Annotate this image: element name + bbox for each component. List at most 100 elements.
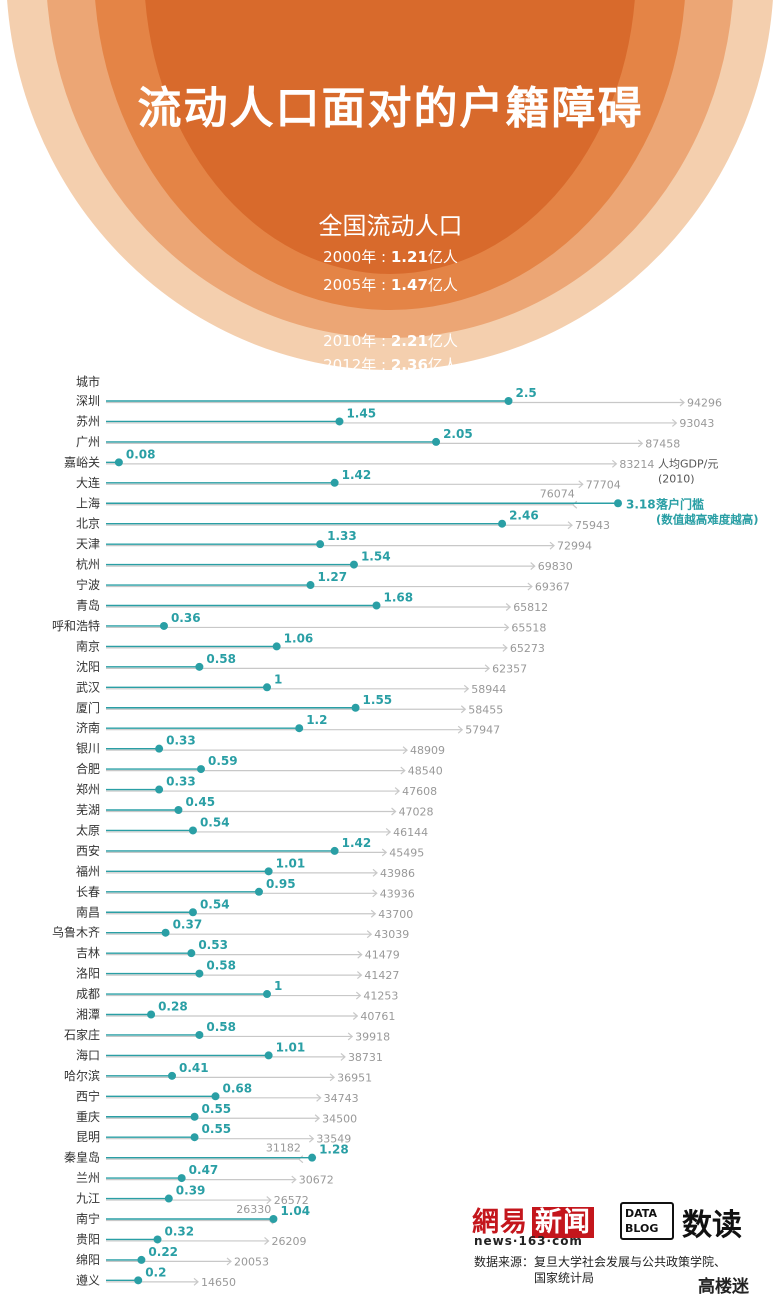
gdp-value-label: 26572 [274, 1194, 309, 1207]
gdp-arrow [357, 950, 363, 959]
chart-row: 上海 76074 3.18 [76, 487, 656, 511]
threshold-dot [195, 1030, 204, 1039]
gdp-arrow [504, 623, 510, 632]
chart-row: 青岛 65812 1.68 [76, 591, 548, 615]
gdp-value-label: 83214 [619, 458, 654, 471]
city-label: 海口 [76, 1047, 100, 1062]
gdp-arrow [329, 1073, 335, 1082]
year-line-2012: 2012年 : 2.36亿人 [323, 356, 458, 374]
year-unit: 亿人 [427, 276, 458, 294]
gdp-arrow [193, 1277, 199, 1286]
gdp-value-label: 46144 [393, 826, 428, 839]
threshold-dot [153, 1235, 162, 1244]
chart-row: 武汉 58944 1 [76, 672, 506, 696]
gdp-value-label: 20053 [234, 1255, 269, 1268]
city-label: 深圳 [76, 394, 100, 408]
threshold-value-label: 0.32 [165, 1224, 195, 1238]
year-value: 2.36 [390, 356, 428, 374]
gdp-value-label: 47608 [402, 785, 437, 798]
threshold-dot [335, 417, 344, 426]
year-value: 1.21 [390, 248, 428, 266]
gdp-value-label: 34743 [324, 1092, 359, 1105]
threshold-dot [432, 437, 441, 446]
gdp-value-label: 87458 [645, 437, 680, 450]
gdp-value-label: 47028 [399, 806, 434, 819]
threshold-value-label: 0.54 [200, 815, 230, 829]
population-ring-3 [145, 0, 635, 274]
gdp-value-label: 58455 [468, 703, 503, 716]
gdp-arrow [385, 827, 392, 836]
threshold-value-label: 0.58 [206, 1020, 236, 1034]
gdp-value-label: 69830 [538, 560, 573, 573]
population-subtitle: 全国流动人口 [318, 212, 463, 240]
threshold-value-label: 2.05 [443, 427, 473, 441]
city-label: 哈尔滨 [64, 1068, 100, 1083]
city-label: 南宁 [76, 1211, 100, 1226]
chart-row: 湘潭 40761 0.28 [76, 1000, 395, 1024]
gdp-arrow [266, 1196, 272, 1205]
city-label: 南昌 [76, 904, 100, 919]
threshold-dot [155, 744, 164, 753]
gdp-arrow [381, 848, 388, 857]
city-label: 合肥 [76, 761, 100, 776]
city-label: 济南 [76, 720, 100, 735]
gdp-value-label: 31182 [266, 1142, 301, 1155]
year-value: 2.21 [390, 332, 428, 350]
threshold-value-label: 0.47 [189, 1163, 219, 1177]
threshold-value-label: 1.06 [284, 631, 314, 645]
chart-row: 秦皇岛 31182 1.28 [64, 1142, 349, 1165]
threshold-dot [330, 478, 339, 487]
gdp-arrow [291, 1175, 297, 1184]
chart-row: 大连 77704 1.42 [76, 468, 621, 492]
city-label: 重庆 [76, 1110, 100, 1124]
gdp-value-label: 33549 [316, 1133, 351, 1146]
gdp-value-label: 43936 [380, 887, 415, 900]
threshold-value-label: 0.59 [208, 754, 238, 768]
gdp-value-label: 43039 [374, 928, 409, 941]
threshold-value-label: 0.39 [176, 1184, 206, 1198]
city-label: 上海 [76, 495, 100, 510]
gdp-arrow [502, 643, 508, 652]
threshold-value-label: 0.95 [266, 877, 296, 891]
gdp-arrow [308, 1134, 315, 1143]
page-title: 流动人口面对的户籍障碍 [137, 83, 644, 134]
threshold-dot [188, 826, 197, 835]
chart-row: 西宁 34743 0.68 [76, 1081, 359, 1105]
threshold-dot [269, 1215, 278, 1223]
threshold-value-label: 0.53 [198, 938, 228, 952]
netease-news-logo: 網易 新闻 [472, 1200, 594, 1239]
gdp-legend-label: 人均GDP/元 [658, 457, 718, 470]
chart-row: 福州 43986 1.01 [76, 856, 415, 880]
threshold-value-label: 1 [274, 979, 282, 993]
threshold-value-label: 3.18 [626, 497, 656, 511]
gdp-value-label: 39918 [355, 1030, 390, 1043]
threshold-dot [114, 458, 123, 467]
threshold-value-label: 1.2 [306, 713, 327, 727]
netease-url: news·163·com [474, 1234, 583, 1248]
gdp-value-label: 58944 [471, 683, 506, 696]
threshold-dot [263, 683, 272, 692]
chart-row: 合肥 48540 0.59 [76, 754, 443, 778]
chart-row: 成都 41253 1 [76, 979, 398, 1003]
chart-row: 厦门 58455 1.55 [76, 693, 503, 717]
year-label: 2010年 [323, 332, 377, 350]
city-label: 青岛 [76, 598, 100, 613]
gdp-arrow [391, 807, 397, 816]
chart-row: 重庆 34500 0.55 [76, 1102, 357, 1126]
city-label: 九江 [76, 1192, 100, 1206]
population-rings [7, 0, 773, 370]
threshold-value-label: 1.54 [361, 550, 391, 564]
gdp-value-label: 45495 [389, 846, 424, 859]
city-label: 郑州 [76, 782, 100, 797]
gdp-value-label: 48540 [408, 765, 443, 778]
data-source: 数据来源：复旦大学社会发展与公共政策学院、 国家统计局 [474, 1254, 726, 1286]
datablog-line2: BLOG [625, 1222, 659, 1235]
threshold-dot [190, 1133, 199, 1142]
threshold-value-label: 0.33 [166, 734, 196, 748]
gdp-legend-year: (2010) [658, 472, 695, 485]
city-label: 南京 [76, 638, 100, 653]
shudu-logo: 数读 [682, 1208, 742, 1243]
gdp-value-label: 93043 [679, 417, 714, 430]
gdp-arrow [527, 582, 533, 591]
city-label: 芜湖 [76, 802, 100, 817]
